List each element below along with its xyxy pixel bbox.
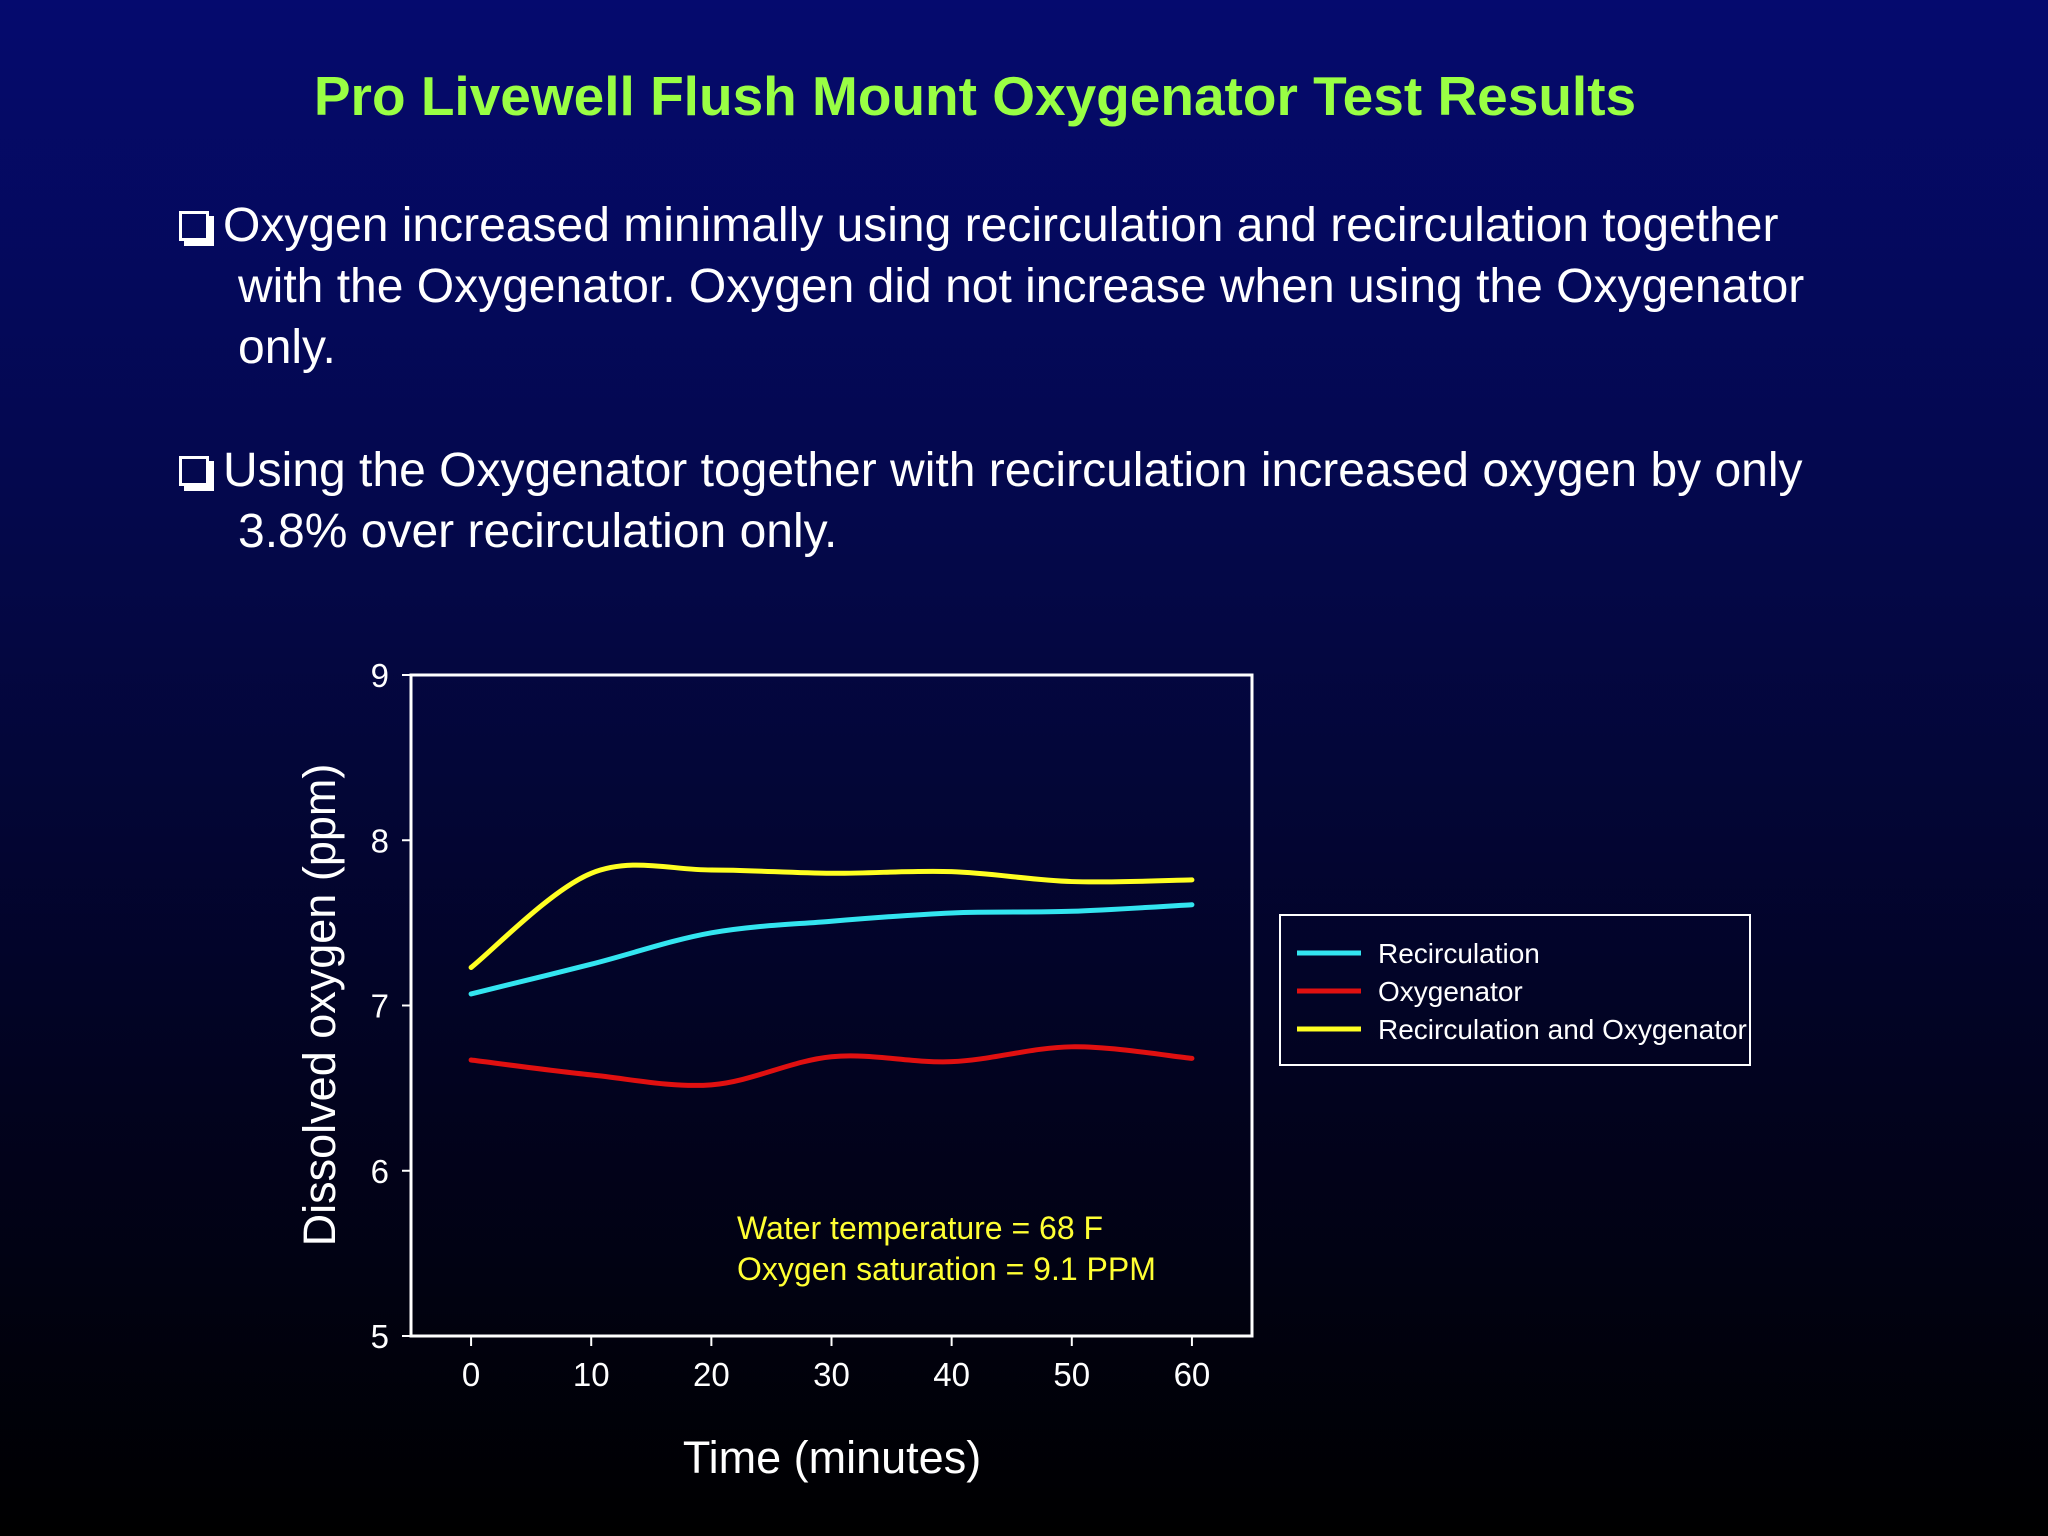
checkbox-bullet-icon [179, 211, 209, 241]
bullet-item: Oxygen increased minimally using recircu… [175, 195, 1875, 378]
legend-label: Oxygenator [1378, 976, 1523, 1007]
x-tick-label: 0 [462, 1356, 480, 1393]
x-tick-label: 40 [933, 1356, 970, 1393]
x-axis-title: Time (minutes) [683, 1432, 981, 1483]
x-tick-label: 30 [813, 1356, 850, 1393]
series-line-recirculation-and-oxygenator [468, 862, 1195, 970]
legend-box [1279, 914, 1751, 1066]
annotation-oxygen-saturation: Oxygen saturation = 9.1 PPM [737, 1251, 1156, 1287]
y-axis-title: Dissolved oxygen (ppm) [294, 764, 345, 1247]
y-tick-label: 9 [371, 657, 389, 694]
bullet-text: Using the Oxygenator together with recir… [223, 444, 1803, 558]
legend-label: Recirculation [1378, 938, 1540, 969]
annotation-water-temperature: Water temperature = 68 F [737, 1210, 1103, 1246]
y-tick-label: 6 [371, 1153, 389, 1190]
chart-legend: Recirculation Oxygenator Recirculation and… [1279, 914, 1751, 1066]
series-lines [468, 862, 1195, 1088]
checkbox-bullet-icon [179, 456, 209, 486]
y-tick-label: 5 [371, 1318, 389, 1355]
legend-label: Recirculation and Oxygenator [1378, 1014, 1747, 1045]
series-line-oxygenator [468, 1044, 1195, 1088]
x-axis: 0 10 20 30 40 50 60 [462, 1336, 1210, 1393]
y-tick-label: 8 [371, 822, 389, 859]
x-tick-label: 10 [573, 1356, 610, 1393]
slide-title: Pro Livewell Flush Mount Oxygenator Test… [313, 65, 1637, 127]
bullet-text: Oxygen increased minimally using recircu… [223, 199, 1805, 374]
bullet-item: Using the Oxygenator together with recir… [175, 440, 1875, 562]
x-tick-label: 50 [1053, 1356, 1090, 1393]
y-axis: 5 6 7 8 9 [371, 657, 411, 1355]
x-tick-label: 20 [693, 1356, 730, 1393]
x-tick-label: 60 [1174, 1356, 1211, 1393]
y-tick-label: 7 [371, 988, 389, 1025]
series-line-recirculation [468, 902, 1195, 997]
